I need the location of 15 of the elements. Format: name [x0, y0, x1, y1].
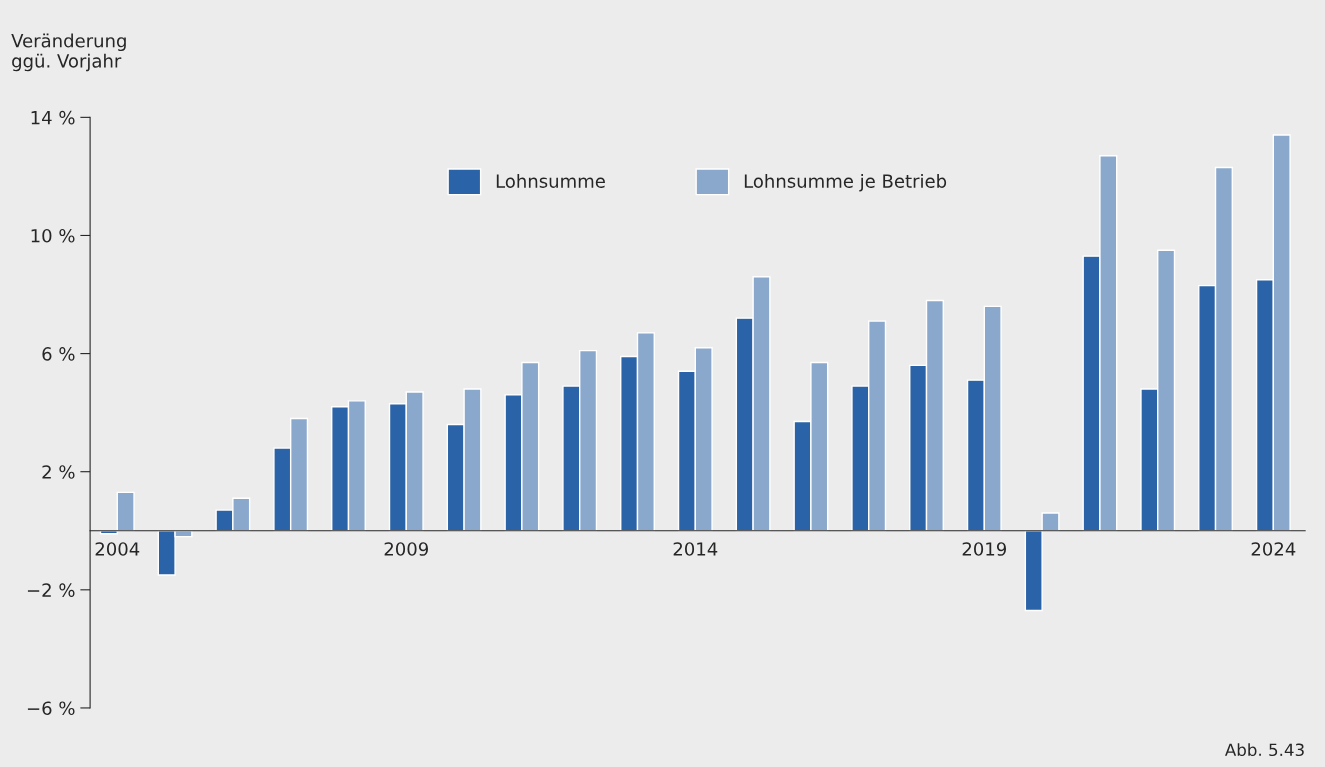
y-tick-label: −6 %	[27, 701, 75, 716]
y-tick-label: 10 %	[31, 228, 75, 243]
x-tick-label: 2009	[384, 542, 428, 556]
legend-label: Lohnsumme je Betrieb	[744, 173, 947, 192]
y-tick-label: 14 %	[31, 110, 75, 125]
caption: Abb. 5.43	[1224, 743, 1304, 757]
x-tick-label: 2024	[1251, 542, 1296, 556]
x-tick-label: 2014	[673, 542, 718, 556]
y-axis-title: Veränderung ggü. Vorjahr	[11, 33, 126, 72]
legend-label: Lohnsumme	[496, 173, 605, 188]
x-tick-label: 2004	[95, 542, 140, 556]
y-tick-label: 2 %	[42, 465, 75, 479]
y-tick-label: −2 %	[27, 583, 75, 597]
y-tick-label: 6 %	[42, 347, 75, 361]
x-tick-label: 2019	[962, 542, 1007, 556]
